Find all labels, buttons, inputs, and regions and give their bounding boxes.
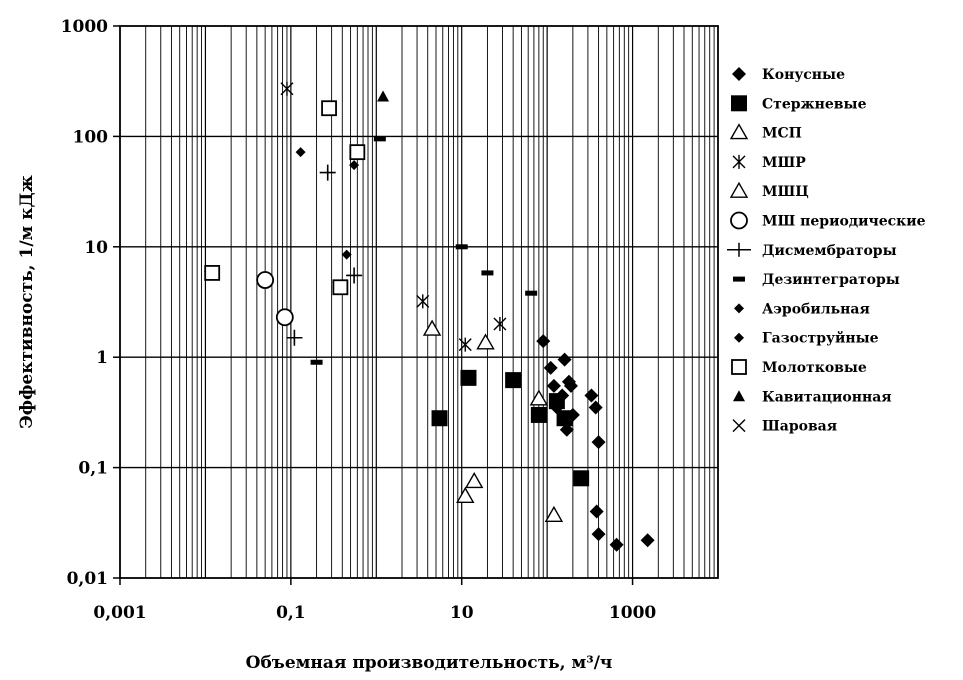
data-point (493, 316, 507, 331)
data-point (332, 279, 349, 296)
data-point (321, 100, 337, 117)
legend-marker (731, 359, 747, 375)
legend-marker (729, 123, 749, 140)
plot-frame (119, 25, 719, 579)
legend-label: МСП (762, 126, 802, 142)
data-point (609, 537, 624, 552)
x-axis-title: Объемная производительность, м³/ч (246, 653, 613, 673)
legend-label: МШР (762, 155, 806, 171)
data-point (525, 290, 538, 296)
data-point (464, 471, 484, 489)
legend-marker (729, 181, 749, 198)
y-tick-label: 1000 (61, 17, 108, 37)
data-point (349, 160, 360, 171)
y-tick-label: 0,1 (78, 459, 108, 479)
data-point (431, 410, 448, 427)
legend-marker (731, 95, 747, 112)
y-tick-label: 0,01 (67, 569, 108, 589)
data-point (319, 164, 336, 181)
data-point (588, 400, 603, 415)
data-point (275, 308, 294, 327)
data-point (548, 393, 565, 410)
data-point (256, 271, 275, 289)
data-point (529, 389, 549, 406)
legend-marker (733, 390, 745, 402)
data-point (561, 374, 576, 389)
data-point (373, 136, 386, 142)
legend-label: Кавитационная (762, 389, 892, 405)
data-point (346, 267, 363, 284)
legend-marker (733, 276, 745, 282)
data-point (591, 527, 606, 542)
data-point (204, 265, 221, 281)
legend-label: МШЦ (762, 184, 809, 200)
legend-label: Газоструйные (762, 330, 879, 347)
data-point (460, 369, 477, 386)
legend-label: Дезинтеграторы (762, 272, 900, 288)
x-tick-label: 0,001 (93, 603, 146, 623)
data-point (280, 81, 294, 96)
legend-marker (732, 154, 746, 169)
data-point (349, 144, 366, 161)
data-point (559, 422, 574, 437)
legend-label: Стержневые (762, 96, 867, 112)
y-axis-title: Эффективность, 1/м кДж (17, 175, 37, 429)
legend-marker (730, 211, 748, 230)
legend-label: Конусные (762, 67, 845, 83)
data-point (573, 470, 590, 487)
data-point (416, 294, 430, 309)
legend-marker (732, 67, 746, 81)
data-point (505, 372, 522, 389)
data-point (543, 360, 558, 375)
data-point (295, 147, 306, 158)
data-point (536, 334, 551, 349)
data-point (481, 270, 494, 276)
legend-label: МШ периодические (762, 214, 926, 230)
data-points (203, 81, 655, 552)
data-point (476, 333, 495, 350)
data-point (556, 410, 573, 427)
legend-label: Аэробильная (762, 301, 870, 317)
legend-label: Шаровая (762, 419, 837, 435)
legend-marker (732, 419, 746, 433)
legend-marker (734, 303, 744, 314)
data-point (530, 406, 547, 423)
y-tick-label: 100 (73, 127, 109, 147)
data-point (458, 337, 472, 352)
data-point (286, 329, 303, 346)
data-point (546, 378, 561, 393)
data-point (591, 435, 606, 450)
x-tick-label: 1000 (609, 603, 656, 623)
x-tick-label: 10 (450, 603, 474, 623)
legend: Конусные Стержневые МСП МШР МШЦ МШ периодичес… (727, 67, 926, 435)
x-tick-label: 0,1 (276, 603, 306, 623)
data-point (589, 504, 604, 519)
legend-label: Дисмембраторы (762, 243, 897, 259)
data-point (544, 505, 564, 522)
y-tick-label: 1 (96, 348, 108, 368)
grid (120, 26, 718, 578)
data-point (341, 249, 352, 260)
y-tick-label: 10 (84, 238, 108, 258)
data-point (455, 244, 468, 250)
legend-marker (734, 332, 744, 343)
data-point (557, 352, 572, 367)
data-point (377, 90, 390, 102)
data-point (640, 533, 655, 548)
legend-label: Молотковые (762, 360, 867, 376)
data-point (310, 359, 323, 365)
data-point (422, 319, 442, 336)
data-point (584, 388, 599, 403)
data-point (456, 486, 475, 503)
